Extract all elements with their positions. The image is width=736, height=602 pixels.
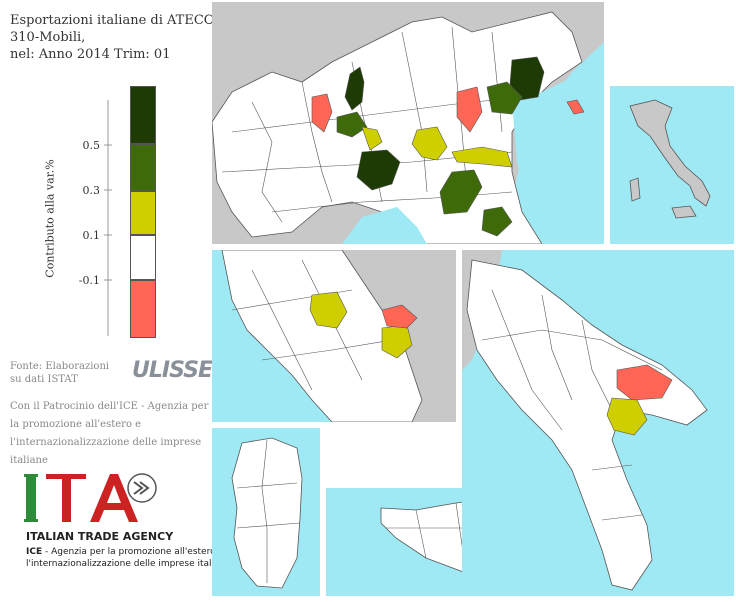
sardinia-land [231, 437, 303, 589]
province-dark-3 [356, 149, 401, 191]
ita-name: ITALIAN TRADE AGENCY [26, 530, 174, 543]
legend-tick-05: 0.5 [82, 139, 101, 152]
province-yellow-1 [361, 126, 383, 151]
title-line-2: 310-Mobili, [10, 30, 86, 45]
patronage-note: Con il Patrocinio dell'ICE - Agenzia per… [10, 401, 209, 466]
source-line-2: su dati ISTAT [10, 374, 78, 385]
ita-description: ICE - Agenzia per la promozione all'este… [26, 546, 231, 570]
province-red-1 [311, 93, 333, 133]
ita-desc-line-2: l'internazionalizzazione delle imprese i… [26, 559, 231, 569]
province-green-2 [486, 81, 523, 115]
map-panel-sardinia [212, 428, 320, 596]
title-line-1: Esportazioni italiane di ATECO: [10, 13, 219, 28]
ita-desc-prefix: ICE [26, 547, 43, 557]
source-note: Fonte: Elaborazioni su dati ISTAT [10, 360, 109, 386]
map-panel-center [212, 250, 456, 422]
province-red-2 [456, 86, 483, 133]
province-yellow-3 [451, 146, 513, 168]
province-green-1 [336, 111, 368, 138]
italy-overview-shape [629, 99, 711, 207]
province-green-3 [439, 169, 483, 215]
legend-axis-title: Contributo alla var.% [43, 159, 57, 278]
province-yellow-2 [411, 126, 448, 161]
legend-class-3 [130, 191, 156, 235]
legend-color-bar [130, 86, 156, 338]
legend-axis-line [104, 100, 112, 336]
province-yellow-4 [309, 291, 348, 329]
legend-tick-01: 0.1 [82, 229, 101, 242]
legend-tick-03: 0.3 [82, 184, 101, 197]
province-green-4 [481, 206, 513, 237]
province-red-5 [616, 364, 673, 401]
south-italy-land [466, 259, 708, 591]
legend-class-5 [130, 280, 156, 338]
province-red-3 [566, 99, 585, 115]
legend-class-2 [130, 144, 156, 191]
ita-desc-line-1: - Agenzia per la promozione all'estero e [42, 547, 224, 557]
legend-tick-m01: -0.1 [78, 274, 100, 287]
map-panel-overview [610, 86, 734, 244]
province-dark-2 [509, 56, 545, 101]
province-dark-1 [344, 66, 365, 111]
ita-logo [24, 473, 157, 522]
ulisse-logo: ULISSE [132, 358, 213, 383]
legend-class-1 [130, 86, 156, 144]
province-red-4 [381, 304, 418, 329]
province-yellow-6 [606, 397, 648, 436]
map-title: Esportazioni italiane di ATECO: 310-Mobi… [10, 12, 219, 63]
legend-class-4 [130, 235, 156, 280]
center-italy-land [221, 250, 423, 422]
map-panel-south [462, 250, 734, 596]
title-line-3: nel: Anno 2014 Trim: 01 [10, 47, 171, 62]
map-panel-north [212, 2, 604, 244]
source-line-1: Fonte: Elaborazioni [10, 361, 110, 372]
